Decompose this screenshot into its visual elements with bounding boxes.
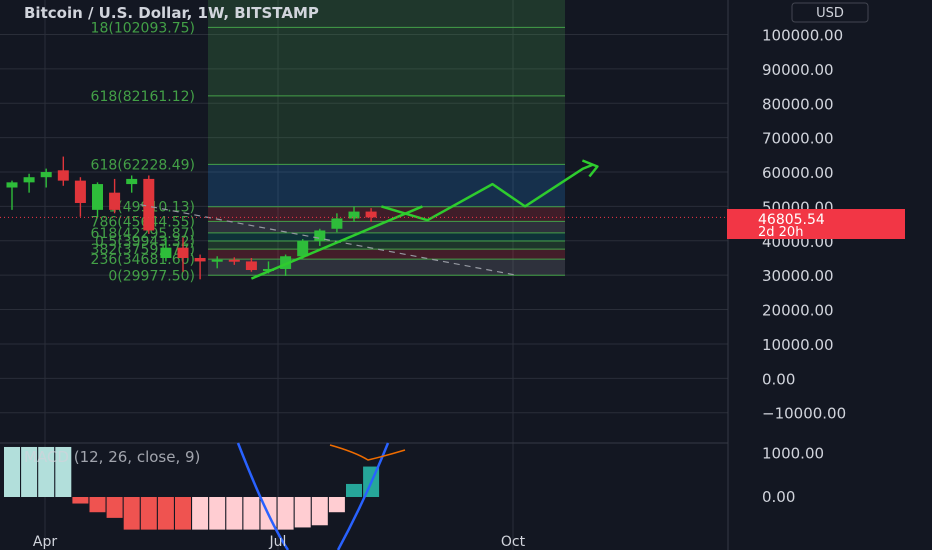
candle-body (6, 182, 18, 188)
fib-label: 0(29977.50) (108, 268, 195, 284)
macd-histogram-bar (277, 497, 294, 530)
currency-button[interactable]: USD (791, 2, 869, 23)
last-price-label: 46805.54 (758, 212, 825, 228)
candle-body (245, 261, 257, 271)
candle-body (211, 259, 223, 262)
fib-zone (208, 259, 565, 276)
y-tick-label: 20000.00 (762, 302, 834, 320)
macd-histogram-bar (157, 497, 174, 530)
fib-zone (208, 95, 565, 165)
y-tick-label: 0.00 (762, 370, 795, 388)
fib-label: 786(45644.55) (91, 214, 195, 230)
macd-line (336, 442, 390, 550)
macd-tick-label: 1000.00 (762, 445, 824, 463)
macd-histogram-bar (38, 446, 55, 497)
candle-body (194, 257, 206, 262)
candle-body (143, 178, 155, 231)
y-tick-label: 70000.00 (762, 130, 834, 148)
macd-panel: MACD (12, 26, close, 9) (4, 442, 406, 550)
macd-histogram-bar (346, 483, 362, 497)
macd-histogram-bar (243, 497, 260, 530)
currency-button-label[interactable]: USD (816, 6, 844, 21)
candle-body (314, 230, 326, 241)
fib-zone (208, 206, 565, 222)
macd-histogram-bar (55, 446, 72, 497)
macd-histogram-bar (140, 497, 157, 530)
fib-label: 618(82161.12) (91, 89, 195, 105)
candle-body (331, 218, 343, 229)
candle-body (228, 259, 240, 262)
candle-body (109, 192, 121, 210)
macd-histogram-bar (4, 446, 20, 497)
candle-body (74, 180, 86, 203)
y-tick-label: 10000.00 (762, 336, 834, 354)
macd-title: MACD (12, 26, close, 9) (24, 448, 200, 466)
fib-zone (208, 232, 565, 241)
dashed-trend-line (140, 204, 517, 276)
candle-body (365, 211, 377, 218)
countdown-label: 2d 20h (758, 225, 803, 240)
fib-zone (208, 240, 565, 250)
macd-histogram-bar (209, 497, 226, 530)
last-price-badge: 46805.54 2d 20h (727, 209, 905, 240)
macd-histogram-bar (311, 497, 328, 526)
candle-body (348, 211, 360, 219)
candle-body (177, 247, 189, 258)
fib-label: 0.5(39943.32) (95, 234, 195, 250)
fib-zone (208, 0, 565, 96)
fib-zone (208, 164, 565, 207)
candles (6, 156, 377, 280)
candle-body (57, 170, 69, 181)
macd-histogram-bar (21, 446, 38, 497)
candle-body (92, 184, 103, 210)
candle-body (23, 177, 35, 183)
fib-zone (208, 249, 565, 260)
chart-title: Bitcoin / U.S. Dollar, 1W, BITSTAMP (24, 4, 319, 22)
candle-body (280, 256, 292, 269)
candle-body (263, 268, 274, 271)
macd-line (236, 442, 290, 550)
projection-arrow (581, 159, 599, 178)
macd-histogram-bar (175, 497, 191, 530)
fib-label: 18(102093.75) (91, 20, 195, 36)
macd-tick-label: 0.00 (762, 488, 795, 506)
x-tick-label: Jul (269, 534, 287, 550)
macd-histogram-bar (192, 497, 209, 530)
candle-body (297, 240, 309, 257)
macd-histogram-bar (72, 497, 89, 504)
projection-path (381, 163, 594, 222)
macd-histogram-bar (226, 497, 243, 530)
candle-body (40, 172, 52, 178)
fib-labels: 0(29977.50)236(34681.60)382(37591.77)0.5… (91, 20, 195, 284)
y-tick-label: −10000.00 (762, 405, 846, 423)
fib-zones (208, 0, 565, 276)
trend-line (250, 205, 423, 280)
x-tick-label: Oct (501, 534, 526, 550)
candle-body (160, 247, 172, 258)
y-tick-label: 60000.00 (762, 164, 834, 182)
candle-body (126, 178, 138, 185)
signal-line (329, 444, 406, 461)
macd-histogram-bar (89, 497, 106, 513)
y-tick-label: 80000.00 (762, 95, 834, 113)
macd-histogram-bar (328, 497, 345, 513)
y-tick-label: 90000.00 (762, 61, 834, 79)
y-tick-label: 30000.00 (762, 267, 834, 285)
drawings (0, 159, 728, 280)
x-tick-label: Apr (33, 534, 57, 550)
macd-histogram-bar (123, 497, 140, 530)
fib-zone (208, 221, 565, 233)
macd-histogram-bar (106, 497, 123, 518)
fib-lines (208, 26, 565, 276)
fib-label: 618(62228.49) (91, 157, 195, 173)
macd-histogram-bar (294, 497, 311, 528)
fib-label: 618(42295.87) (91, 226, 195, 242)
y-tick-label: 100000.00 (762, 27, 843, 45)
